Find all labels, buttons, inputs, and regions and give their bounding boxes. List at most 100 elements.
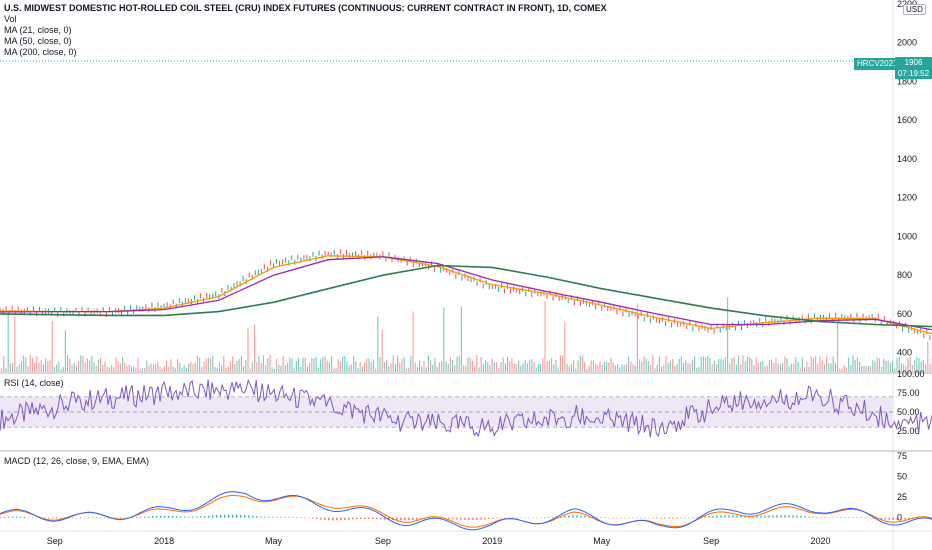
- volume-bar: [313, 358, 315, 372]
- price-tick-label: 600: [897, 309, 912, 319]
- volume-bar: [529, 359, 531, 372]
- volume-bar: [408, 367, 410, 372]
- volume-bar: [243, 366, 245, 372]
- volume-bar: [581, 356, 583, 372]
- volume-bar: [522, 363, 524, 372]
- volume-bar: [29, 355, 31, 372]
- macd-hist-bar: [180, 516, 182, 518]
- volume-bar: [144, 367, 146, 372]
- volume-bar: [683, 362, 685, 372]
- macd-hist-bar: [804, 516, 806, 518]
- time-tick-label: May: [265, 536, 283, 546]
- macd-hist-bar: [892, 517, 894, 520]
- volume-bar: [597, 365, 599, 372]
- volume-bar: [601, 365, 603, 372]
- macd-hist-bar: [336, 517, 338, 521]
- volume-bar: [102, 365, 104, 372]
- volume-bar: [258, 356, 260, 372]
- ma21-label: MA (21, close, 0): [4, 25, 72, 35]
- volume-bar: [896, 358, 898, 372]
- macd-hist-bar: [292, 517, 294, 518]
- volume-bar: [663, 364, 665, 372]
- volume-bar: [58, 362, 60, 372]
- volume-bar: [507, 357, 509, 372]
- macd-hist-bar: [468, 517, 470, 520]
- macd-hist-bar: [464, 517, 466, 520]
- macd-hist-bar: [524, 517, 526, 519]
- volume-bar: [700, 356, 702, 372]
- last-price-tag: 1906 07:19:52: [895, 57, 932, 79]
- volume-bar: [25, 357, 27, 372]
- volume-bar: [557, 368, 559, 372]
- macd-hist-bar: [452, 517, 454, 520]
- macd-hist-bar: [228, 514, 230, 518]
- macd-hist-bar: [208, 515, 210, 518]
- volume-bar: [397, 355, 399, 372]
- volume-bar: [49, 359, 51, 372]
- volume-bar: [141, 367, 143, 372]
- macd-hist-bar: [664, 517, 666, 519]
- macd-hist-bar: [136, 517, 138, 518]
- macd-hist-bar: [644, 517, 646, 519]
- macd-hist-bar: [660, 517, 662, 519]
- macd-hist-bar: [568, 515, 570, 518]
- volume-bar: [53, 367, 55, 372]
- rsi-pane-label: RSI (14, close): [4, 378, 64, 388]
- macd-hist-bar: [548, 517, 550, 518]
- price-tick-label: 1600: [897, 115, 917, 125]
- macd-hist-bar: [832, 517, 834, 518]
- volume-bar: [159, 366, 161, 372]
- volume-bar: [47, 361, 49, 372]
- volume-bar: [326, 360, 328, 372]
- last-price-value: 1906: [904, 58, 923, 67]
- macd-hist-bar: [888, 517, 890, 520]
- volume-bar: [678, 358, 680, 372]
- volume-bar: [203, 361, 205, 372]
- volume-bar: [883, 358, 885, 372]
- volume-bar: [276, 358, 278, 372]
- volume-bar: [676, 364, 678, 372]
- volume-bar: [287, 362, 289, 372]
- macd-hist-bar: [56, 517, 58, 519]
- volume-bar: [537, 364, 539, 372]
- macd-hist-bar: [520, 517, 522, 519]
- volume-bar: [34, 362, 36, 372]
- volume-bar: [344, 355, 346, 372]
- volume-bar: [553, 364, 555, 372]
- macd-hist-bar: [8, 516, 10, 518]
- volume-bar: [865, 366, 867, 372]
- volume-bar: [808, 367, 810, 372]
- volume-bar: [225, 367, 227, 372]
- macd-hist-bar: [156, 515, 158, 518]
- macd-hist-bar: [88, 517, 90, 519]
- macd-hist-bar: [828, 517, 830, 518]
- currency-badge[interactable]: USD: [903, 4, 926, 15]
- macd-hist-bar: [528, 517, 530, 519]
- volume-bar: [75, 366, 77, 372]
- macd-hist-bar: [144, 516, 146, 518]
- macd-hist-bar: [316, 517, 318, 520]
- macd-hist-bar: [792, 515, 794, 518]
- volume-bar: [636, 303, 638, 372]
- macd-hist-bar: [600, 517, 602, 518]
- volume-bar: [45, 358, 47, 372]
- volume-bar: [436, 366, 438, 372]
- volume-bar: [67, 355, 69, 372]
- macd-hist-bar: [400, 517, 402, 521]
- volume-bar: [339, 361, 341, 372]
- macd-tick-label: 50: [897, 472, 907, 482]
- volume-bar: [9, 363, 11, 372]
- volume-bar: [562, 355, 564, 372]
- volume-bar: [511, 358, 513, 372]
- volume-bar: [898, 356, 900, 372]
- macd-hist-bar: [172, 516, 174, 518]
- volume-bar: [271, 367, 273, 372]
- volume-bar: [82, 356, 84, 372]
- volume-bar: [394, 364, 396, 372]
- macd-hist-bar: [456, 517, 458, 520]
- volume-bar: [427, 355, 429, 372]
- volume-bar: [155, 363, 157, 372]
- macd-hist-bar: [608, 517, 610, 519]
- macd-hist-bar: [900, 517, 902, 520]
